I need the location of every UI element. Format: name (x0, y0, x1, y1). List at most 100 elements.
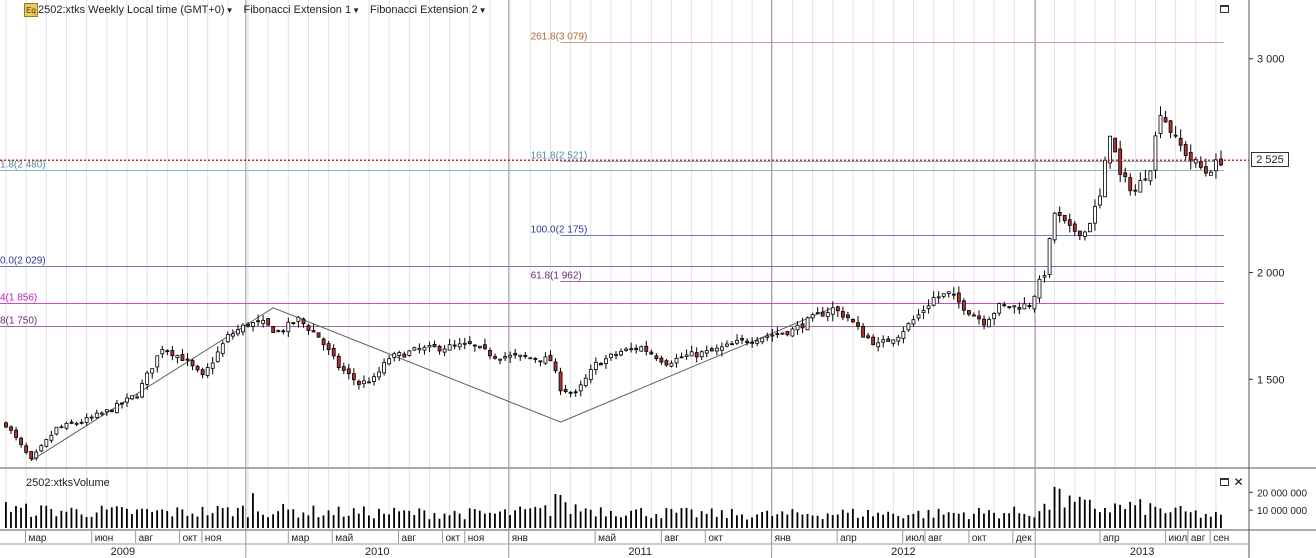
volume-bar (1104, 507, 1106, 528)
volume-bar (1144, 514, 1147, 528)
volume-bar (574, 504, 577, 528)
candle (598, 362, 603, 366)
candle (412, 346, 417, 351)
candle (215, 346, 220, 363)
volume-bar (241, 505, 244, 528)
volume-bar (483, 513, 486, 528)
volume-bar (337, 506, 340, 528)
volume-bar (95, 512, 98, 528)
candle (513, 348, 518, 359)
volume-bar (1154, 506, 1157, 528)
volume-bar (136, 509, 138, 528)
volume-bar (418, 508, 421, 528)
volume-bar (393, 507, 395, 528)
candle (9, 425, 13, 434)
candle (1214, 153, 1218, 179)
candle (689, 345, 694, 357)
volume-bar (756, 514, 758, 528)
volume-bar (246, 517, 249, 528)
candle (1153, 131, 1158, 179)
candle (881, 335, 886, 348)
candle (336, 353, 341, 371)
candle (876, 336, 881, 352)
volume-bar (378, 508, 380, 528)
volume-bar (75, 509, 78, 528)
volume-bar (1159, 508, 1162, 528)
volume-bar (509, 515, 511, 528)
candle (362, 375, 366, 389)
volume-bar (559, 494, 562, 528)
volume-bar (912, 513, 915, 528)
volume-bar (65, 511, 68, 528)
candle (54, 426, 59, 436)
candle (1093, 199, 1097, 231)
volume-bar (1043, 503, 1046, 528)
month-label: окт (183, 533, 198, 544)
volume-bar (932, 517, 935, 528)
candle (457, 338, 462, 350)
zigzag-path (30, 307, 833, 462)
volume-bar (347, 515, 350, 528)
candle (104, 409, 109, 417)
volume-bar (1013, 506, 1016, 528)
volume-bar (564, 502, 567, 528)
candle (74, 421, 79, 427)
volume-bar (327, 510, 330, 528)
candle (367, 377, 371, 384)
volume-bar (458, 513, 461, 528)
volume-bar (1194, 510, 1197, 528)
indicator-fib-1[interactable]: Fibonacci Extension 1 ▼ (243, 4, 360, 16)
volume-bar (322, 515, 325, 528)
symbol-title: 2502:xtks Weekly Local time (GMT+0) (38, 4, 225, 16)
candle (1042, 270, 1047, 283)
volume-bar (710, 508, 713, 528)
candle (488, 347, 492, 360)
candle (1113, 137, 1118, 153)
volume-bar (388, 514, 390, 528)
volume-bar (1033, 517, 1036, 528)
candle (1198, 156, 1203, 170)
close-volume-panel-icon[interactable]: ✕ (1233, 475, 1244, 489)
volume-bar (937, 508, 940, 528)
volume-bar (947, 512, 950, 528)
maximize-volume-panel-icon[interactable] (1220, 478, 1229, 486)
candle (271, 326, 276, 334)
volume-bar (1038, 511, 1041, 528)
candle (1022, 297, 1027, 310)
volume-bar (105, 509, 108, 528)
volume-bar (1139, 499, 1142, 528)
volume-bar (715, 516, 718, 528)
candle (604, 354, 608, 369)
candle (775, 327, 780, 338)
volume-bar (186, 515, 189, 528)
candle (508, 351, 513, 364)
candle (725, 340, 729, 348)
volume-bar (675, 512, 678, 528)
symbol-menu[interactable]: Eq 2502:xtks Weekly Local time (GMT+0) ▼ (24, 3, 233, 17)
candle (14, 426, 18, 441)
volume-bar (504, 509, 506, 528)
volume-bar (40, 505, 43, 528)
volume-bar (423, 510, 426, 528)
volume-bar (171, 516, 174, 528)
indicator-fib-2[interactable]: Fibonacci Extension 2 ▼ (370, 4, 487, 16)
month-label: авг (928, 533, 943, 544)
volume-panel-title: 2502:xtksVolume (26, 477, 110, 489)
month-label: окт (445, 533, 460, 544)
month-label: сен (1213, 533, 1229, 544)
volume-bar (776, 514, 779, 528)
volume-bar (872, 516, 874, 528)
candle (810, 312, 815, 322)
volume-bar (141, 508, 143, 528)
candle (24, 442, 29, 455)
volume-bar (221, 508, 224, 528)
month-label: авг (402, 533, 417, 544)
volume-bar (902, 518, 905, 528)
candle (210, 357, 215, 375)
candle (533, 357, 538, 363)
candle (538, 360, 543, 367)
maximize-price-panel-icon[interactable] (1220, 5, 1229, 13)
candle (19, 436, 24, 448)
